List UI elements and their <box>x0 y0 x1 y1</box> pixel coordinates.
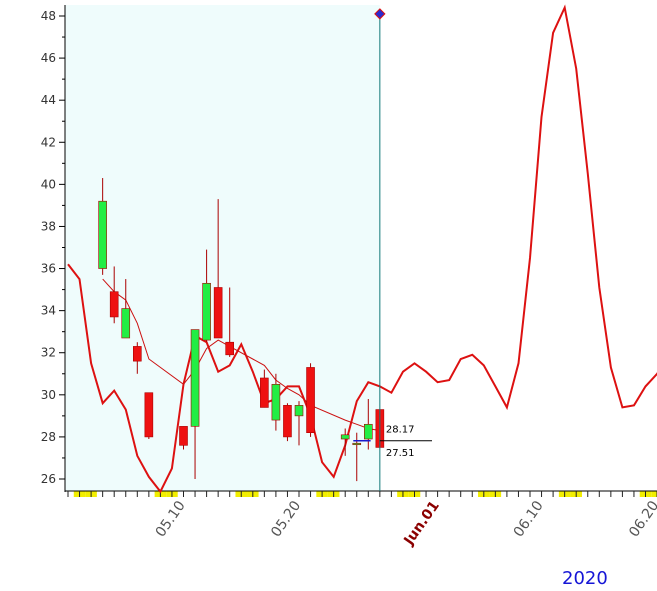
x-tick-label: Jun.01 <box>401 498 443 549</box>
candle-down <box>109 266 119 324</box>
x-axis-ticks <box>67 491 657 497</box>
y-tick-label: 28 <box>41 430 56 444</box>
candle-body <box>271 383 281 421</box>
candle-body <box>121 308 131 339</box>
candlesticks <box>98 178 385 482</box>
candle-body <box>283 405 292 438</box>
y-tick-label: 32 <box>41 346 56 360</box>
x-tick-label: 06.10 <box>511 498 547 540</box>
candle-body <box>260 377 269 408</box>
candle-down <box>225 287 234 357</box>
price-label: 27.51 <box>386 448 415 459</box>
weekend-marker <box>651 491 657 497</box>
y-tick-label: 30 <box>41 388 56 402</box>
forecast-line <box>67 4 657 494</box>
x-tick-label: 05.10 <box>153 498 189 540</box>
candle-down <box>144 392 154 440</box>
year-label: 2020 <box>562 568 608 589</box>
candle-down <box>306 363 315 437</box>
y-tick-label: 40 <box>41 177 56 191</box>
y-tick-label: 36 <box>41 262 56 276</box>
price-label: 28.17 <box>386 424 415 435</box>
x-axis-labels: 05.10 05.20 Jun.01 06.10 06.20 <box>153 498 657 549</box>
candle-down <box>213 199 223 339</box>
candle-body <box>190 329 200 427</box>
candle-up <box>340 428 350 456</box>
y-axis-labels: 26 28 30 32 34 36 38 40 42 44 46 48 <box>41 9 56 486</box>
y-tick-label: 48 <box>41 9 56 23</box>
candle-up <box>271 373 281 431</box>
candle-body <box>294 405 304 417</box>
candle-body <box>225 341 234 356</box>
candle-body <box>363 423 373 440</box>
candle-body <box>340 434 350 440</box>
y-tick-label: 26 <box>41 472 56 486</box>
price-labels: 28.17 27.51 <box>386 424 415 459</box>
y-tick-label: 38 <box>41 219 56 233</box>
candle-body <box>133 346 142 362</box>
history-region <box>65 5 380 491</box>
candle-body <box>179 426 188 446</box>
y-tick-label: 34 <box>41 304 56 318</box>
candle-up <box>190 329 200 479</box>
candle-body <box>98 200 107 269</box>
candle-body <box>202 282 211 341</box>
cursor-diamond-marker <box>374 8 386 20</box>
candle-body <box>306 367 315 433</box>
candle-up <box>294 401 304 446</box>
x-tick-label: 06.20 <box>626 498 657 540</box>
candle-body <box>109 291 119 318</box>
candle-body <box>352 442 362 446</box>
weekend-markers <box>65 490 657 497</box>
y-tick-label: 46 <box>41 51 56 65</box>
candle-down <box>260 369 269 408</box>
y-tick-label: 44 <box>41 93 56 107</box>
candle-up <box>202 249 211 343</box>
candle-up <box>98 178 107 275</box>
y-axis-ticks <box>59 15 65 480</box>
candle-down <box>283 403 292 442</box>
x-tick-label: 05.20 <box>268 498 304 540</box>
candle-down <box>133 342 142 374</box>
candle-up <box>121 279 131 339</box>
candle-down <box>179 426 188 450</box>
candle-body <box>213 287 223 339</box>
candle-body <box>144 392 154 438</box>
y-tick-label: 42 <box>41 135 56 149</box>
